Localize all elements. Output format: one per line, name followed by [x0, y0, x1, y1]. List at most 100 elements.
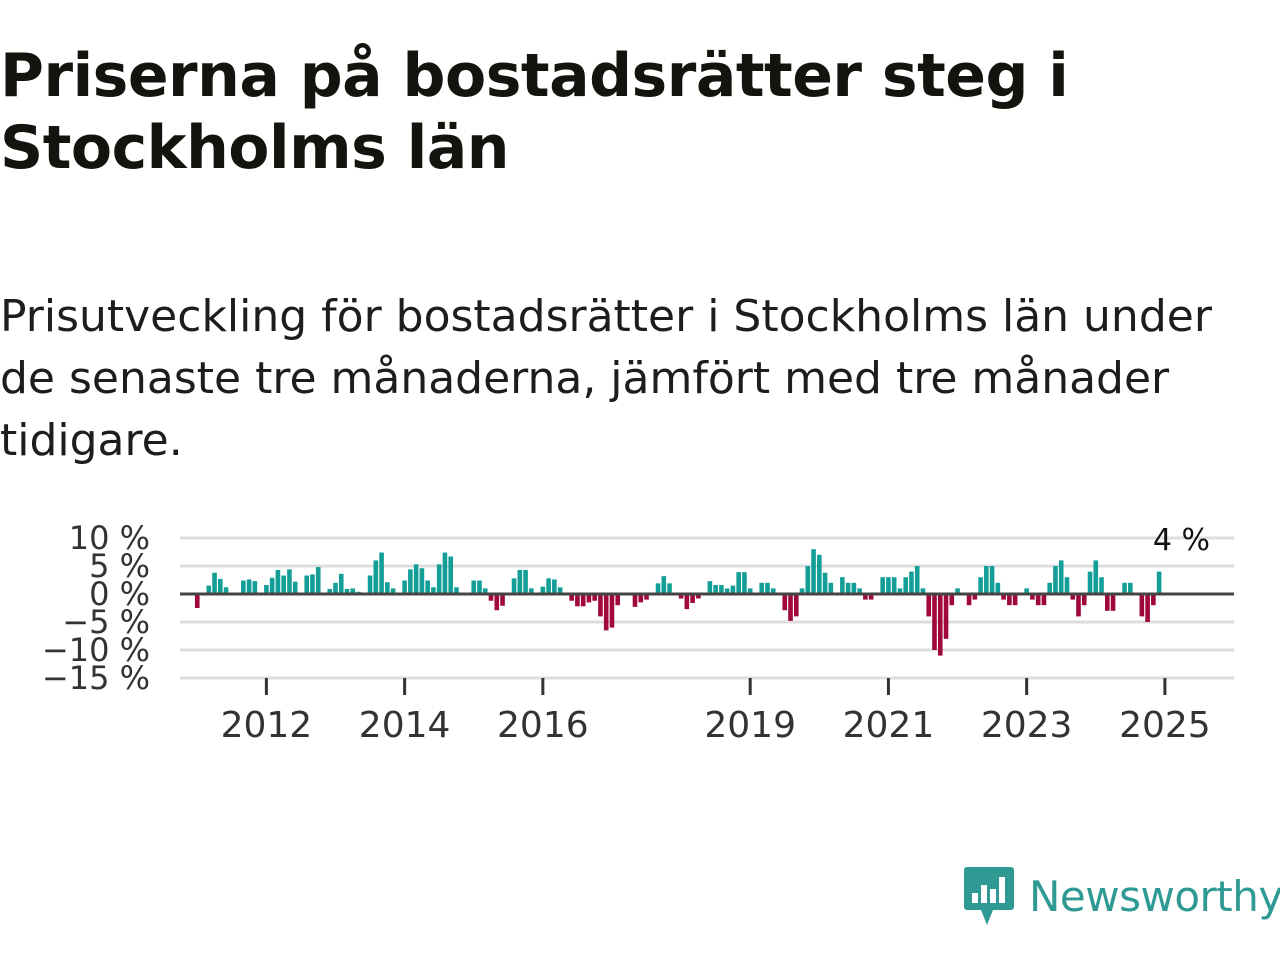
page-subtitle: Prisutveckling för bostadsrätter i Stock… — [0, 291, 1212, 466]
bar-negative — [1139, 594, 1145, 617]
bar-negative — [949, 594, 955, 606]
bar-positive — [292, 581, 298, 594]
bar-positive — [304, 575, 310, 594]
bar-positive — [1087, 571, 1093, 594]
bar-positive — [206, 585, 212, 594]
last-value-annotation: 4 % — [1153, 523, 1210, 558]
bar-positive — [442, 552, 448, 594]
x-tick-label: 2019 — [704, 705, 796, 740]
bar-negative — [966, 594, 972, 606]
bar-positive — [390, 588, 396, 594]
bar-positive — [557, 587, 563, 594]
bar-positive — [373, 560, 379, 594]
bar-positive — [327, 588, 333, 594]
newsworthy-logo-text: Newsworthy — [1029, 871, 1280, 921]
bar-positive — [264, 585, 269, 594]
bar-negative — [586, 594, 592, 603]
bar-negative — [678, 594, 684, 599]
bar-positive — [984, 566, 989, 594]
bar-positive — [287, 569, 292, 594]
bar-positive — [828, 582, 834, 594]
bar-positive — [218, 578, 223, 594]
bar-positive — [1156, 571, 1162, 594]
bar-positive — [482, 588, 488, 594]
bar-negative — [1012, 594, 1018, 606]
page-title: Priserna på bostadsrätter steg i Stockho… — [0, 41, 1069, 183]
bar-negative — [644, 594, 649, 600]
x-tick-label: 2012 — [221, 705, 313, 740]
bar-negative — [937, 594, 943, 656]
bar-negative — [1001, 594, 1006, 600]
bar-positive — [822, 572, 828, 594]
bar-positive — [448, 556, 454, 594]
y-tick-label: 5 % — [89, 547, 150, 585]
bar-positive — [713, 585, 718, 594]
bar-positive — [246, 579, 252, 594]
bar-positive — [552, 579, 557, 594]
bar-positive — [1047, 582, 1052, 594]
y-axis: 10 %5 %0 %−5 %−10 %−15 % — [42, 519, 150, 697]
bar-positive — [730, 585, 736, 594]
y-tick-label: −5 % — [62, 603, 150, 641]
bar-positive — [719, 585, 724, 594]
x-tick-label: 2023 — [981, 705, 1073, 740]
bar-positive — [811, 549, 816, 594]
bar-positive — [1024, 588, 1029, 594]
x-axis: 2012 2014 2016 2019 2021 2023 2025 — [221, 678, 1211, 740]
bar-negative — [868, 594, 874, 600]
bar-negative — [1151, 594, 1156, 606]
bar-positive — [891, 577, 897, 594]
bar-positive — [655, 583, 661, 594]
bar-positive — [1058, 560, 1064, 594]
bar-positive — [413, 564, 419, 594]
y-tick-label: 0 % — [89, 575, 150, 613]
y-tick-label: −10 % — [42, 631, 150, 669]
bar-negative — [943, 594, 949, 639]
bar-positive — [667, 583, 672, 594]
bar-positive — [379, 552, 384, 594]
bar-positive — [724, 588, 730, 594]
bar-positive — [338, 573, 344, 594]
bar-positive — [344, 588, 350, 594]
bar-negative — [1081, 594, 1087, 606]
bar-positive — [517, 569, 523, 594]
bar-negative — [684, 594, 690, 610]
bar-positive — [840, 577, 845, 594]
bar-positive — [275, 569, 281, 594]
bar-positive — [989, 566, 995, 594]
bar-negative — [1035, 594, 1041, 606]
bar-negative — [696, 594, 701, 599]
bar-negative — [932, 594, 937, 650]
bar-positive — [742, 572, 747, 594]
bar-negative — [1104, 594, 1110, 611]
bar-positive — [661, 576, 667, 594]
bar-positive — [707, 581, 713, 594]
bar-positive — [765, 582, 770, 594]
bar-positive — [736, 572, 741, 594]
bar-negative — [1076, 594, 1081, 617]
bar-negative — [615, 594, 621, 606]
bar-positive — [477, 580, 482, 594]
bar-positive — [310, 574, 315, 594]
bar-negative — [603, 594, 609, 631]
bar-negative — [972, 594, 978, 600]
bar-positive — [799, 588, 805, 594]
bar-positive — [419, 568, 425, 594]
bar-positive — [805, 566, 811, 594]
bar-positive — [1099, 577, 1104, 594]
bar-positive — [897, 588, 903, 594]
bar-positive — [978, 577, 983, 594]
bar-negative — [1007, 594, 1012, 606]
bar-negative — [788, 594, 793, 621]
bar-negative — [863, 594, 868, 600]
bar-negative — [494, 594, 500, 611]
bar-positive — [385, 582, 390, 594]
bar-positive — [212, 572, 217, 594]
bar-negative — [598, 594, 603, 617]
bar-positive — [1053, 566, 1058, 594]
bar-positive — [431, 587, 436, 594]
bar-positive — [920, 588, 926, 594]
bar-negative — [488, 594, 494, 601]
bar-positive — [880, 577, 885, 594]
bar-positive — [350, 588, 356, 594]
